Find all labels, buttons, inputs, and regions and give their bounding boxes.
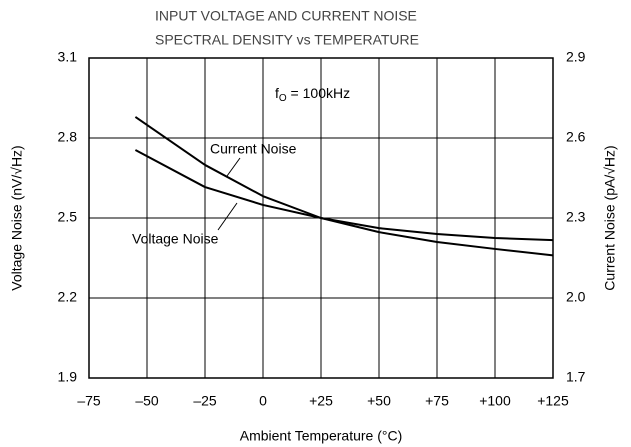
leader-line — [226, 157, 241, 177]
x-tick-label: +50 — [367, 393, 391, 409]
y2-tick-label: 2.6 — [566, 129, 586, 145]
x-tick-label: 0 — [259, 393, 267, 409]
y2-tick-label: 2.9 — [566, 49, 586, 65]
y2-tick-label: 1.7 — [566, 369, 586, 385]
annotation: fO = 100kHz — [275, 85, 350, 104]
x-tick-label: +125 — [537, 393, 569, 409]
x-tick-label: –50 — [135, 393, 159, 409]
y2-axis-label: Current Noise (pA/√Hz) — [602, 145, 618, 290]
series-label: Current Noise — [210, 141, 297, 157]
y-tick-label: 3.1 — [58, 49, 78, 65]
x-tick-label: +25 — [309, 393, 333, 409]
y-axis-label: Voltage Noise (nV/√Hz) — [9, 145, 25, 290]
y-tick-label: 2.8 — [58, 129, 78, 145]
x-tick-label: –75 — [77, 393, 101, 409]
y-tick-label: 1.9 — [58, 369, 78, 385]
x-tick-label: +75 — [425, 393, 449, 409]
annotation-sub: O — [279, 93, 287, 104]
x-axis-label: Ambient Temperature (°C) — [240, 428, 403, 444]
chart-title: SPECTRAL DENSITY vs TEMPERATURE — [155, 32, 419, 48]
series-label: Voltage Noise — [132, 231, 219, 247]
y2-tick-label: 2.0 — [566, 289, 586, 305]
y2-tick-label: 2.3 — [566, 209, 586, 225]
annotation-rest: = 100kHz — [287, 85, 350, 101]
x-tick-label: +100 — [479, 393, 511, 409]
leader-line — [217, 202, 238, 231]
y-tick-label: 2.5 — [58, 209, 78, 225]
y-tick-label: 2.2 — [58, 289, 78, 305]
chart-title: INPUT VOLTAGE AND CURRENT NOISE — [155, 8, 417, 24]
annotation-text: f — [275, 85, 279, 101]
series-line — [134, 149, 554, 257]
x-tick-label: –25 — [193, 393, 217, 409]
series-line — [134, 116, 554, 242]
